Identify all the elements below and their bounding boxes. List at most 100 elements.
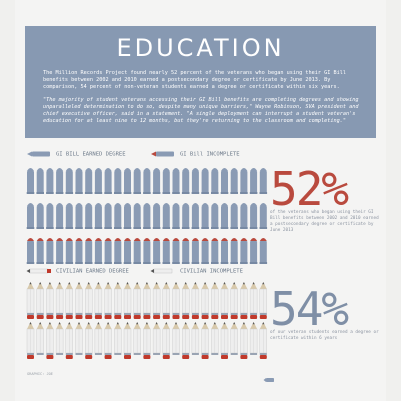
pencil-earned xyxy=(65,282,74,319)
pencil-earned xyxy=(220,282,229,319)
pencil-incomplete xyxy=(55,322,64,355)
pencil-earned xyxy=(181,282,190,319)
bullet-earned xyxy=(249,168,258,194)
pencil-incomplete xyxy=(36,322,44,355)
gi-percent: 52% xyxy=(270,162,349,216)
pencil-incomplete xyxy=(172,322,180,355)
bullet-earned xyxy=(172,203,180,229)
bullet-earned xyxy=(75,203,83,229)
bullet-incomplete xyxy=(36,238,44,264)
bullet-earned xyxy=(123,168,132,194)
pencil-earned xyxy=(75,282,83,319)
page-title: EDUCATION xyxy=(116,34,285,62)
bullet-earned xyxy=(152,203,161,229)
pencil-earned xyxy=(46,322,54,359)
bullet-incomplete xyxy=(143,238,151,264)
bullet-incomplete xyxy=(201,238,209,264)
pencil-earned xyxy=(123,322,132,359)
bullet-incomplete xyxy=(114,238,122,264)
bullet-incomplete xyxy=(152,238,161,264)
pencil-incomplete xyxy=(94,322,103,355)
header-panel: EDUCATION The Million Records Project fo… xyxy=(25,26,376,138)
pencil-earned xyxy=(26,322,35,359)
pencil-earned xyxy=(259,322,267,359)
bullet-incomplete xyxy=(75,238,83,264)
pencil-earned xyxy=(36,282,44,319)
bullet-earned xyxy=(26,168,35,194)
pencil-earned xyxy=(240,282,248,319)
bullet-incomplete xyxy=(230,238,238,264)
pencil-incomplete xyxy=(133,322,141,355)
bullet-earned xyxy=(46,203,54,229)
bullet-earned xyxy=(191,203,200,229)
pencil-earned xyxy=(104,322,112,359)
bullet-earned xyxy=(259,168,268,194)
right-margin-strip xyxy=(386,0,401,401)
bullet-earned xyxy=(55,203,64,229)
bullet-incomplete xyxy=(46,238,54,264)
bullet-earned xyxy=(172,168,180,194)
small-bullet-icon xyxy=(263,378,274,382)
legend-gi-earned-label: GI BILL EARNED DEGREE xyxy=(56,151,126,158)
bullet-incomplete xyxy=(104,238,112,264)
bullet-incomplete xyxy=(55,238,64,264)
bullet-earned xyxy=(84,168,93,194)
bullet-earned xyxy=(201,168,209,194)
pencil-earned xyxy=(26,282,35,319)
pencil-earned xyxy=(240,322,248,359)
bullet-incomplete xyxy=(191,238,200,264)
pencil-earned xyxy=(143,322,151,359)
bullet-incomplete xyxy=(172,238,180,264)
bullet-incomplete xyxy=(211,238,219,264)
bullet-incomplete xyxy=(84,238,93,264)
quote-paragraph: "The majority of student veterans access… xyxy=(43,97,359,124)
pencil-incomplete xyxy=(211,322,219,355)
pencil-earned xyxy=(172,282,180,319)
pencil-earned xyxy=(230,282,238,319)
bullet-earned xyxy=(240,203,248,229)
legend-civilian-incomplete: CIVILIAN INCOMPLETE xyxy=(150,268,243,275)
gi-percent-note: of the veterans who began using their GI… xyxy=(270,210,379,233)
bullet-earned xyxy=(94,168,103,194)
bullet-earned xyxy=(123,203,132,229)
bullet-incomplete xyxy=(220,238,229,264)
pencil-earned xyxy=(201,282,209,319)
pencil-incomplete xyxy=(191,322,200,355)
legend-gi-incomplete-label: GI Bill INCOMPLETE xyxy=(180,151,240,158)
bullet-earned xyxy=(259,203,268,229)
pencil-earned xyxy=(191,282,200,319)
pencil-earned xyxy=(104,282,112,319)
legend-civilian-earned: CIVILIAN EARNED DEGREE xyxy=(26,268,129,275)
pencil-earned xyxy=(152,282,161,319)
bullet-earned xyxy=(162,168,171,194)
bullet-incomplete xyxy=(162,238,171,264)
bullet-earned xyxy=(211,168,219,194)
pencil-earned xyxy=(46,282,54,319)
bullet-incomplete xyxy=(133,238,141,264)
pencil-eraser-icon xyxy=(150,268,173,274)
pencil-earned xyxy=(220,322,229,359)
pencil-incomplete xyxy=(152,322,161,355)
pencil-earned xyxy=(181,322,190,359)
legend-gi-incomplete: GI Bill INCOMPLETE xyxy=(150,151,240,158)
legend-civilian-incomplete-label: CIVILIAN INCOMPLETE xyxy=(180,268,243,275)
bullet-earned xyxy=(104,203,112,229)
bullet-earned xyxy=(65,168,74,194)
bullet-earned xyxy=(114,168,122,194)
bullet-incomplete xyxy=(240,238,248,264)
intro-paragraph: The Million Records Project found nearly… xyxy=(43,70,346,90)
footer-credit: GRAPHIC: JOE xyxy=(27,372,53,376)
bullet-earned xyxy=(114,203,122,229)
bullet-earned xyxy=(152,168,161,194)
pencil-earned xyxy=(84,282,93,319)
bullet-earned xyxy=(104,168,112,194)
bullet-earned xyxy=(191,168,200,194)
bullet-earned xyxy=(230,203,238,229)
bullet-icon xyxy=(27,151,50,157)
pencil-earned xyxy=(249,282,258,319)
bullet-earned xyxy=(230,168,238,194)
bullet-earned xyxy=(162,203,171,229)
bullet-earned xyxy=(36,203,44,229)
legend-gi-earned: GI BILL EARNED DEGREE xyxy=(26,151,126,158)
